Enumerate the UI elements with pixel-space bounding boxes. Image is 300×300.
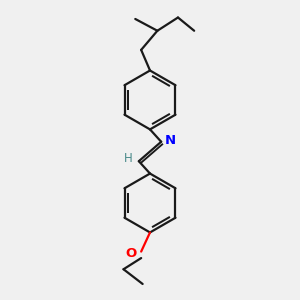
Text: N: N [165,134,176,147]
Text: O: O [125,247,137,260]
Text: H: H [124,152,132,165]
